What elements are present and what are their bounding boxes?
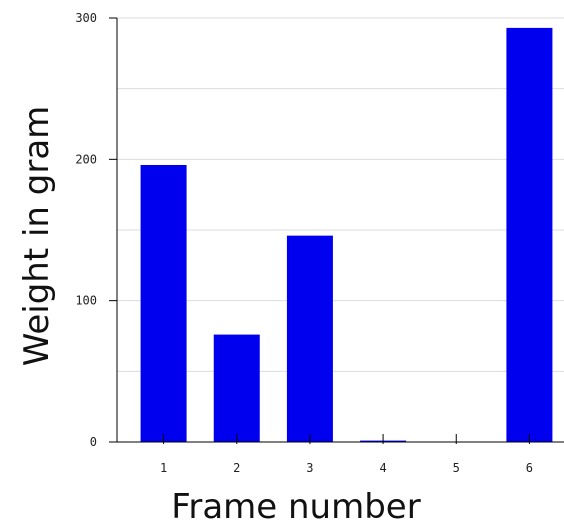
x-tick-label: 1 (160, 461, 167, 475)
axes (116, 18, 564, 443)
x-axis-title: Frame number (171, 487, 420, 526)
bars (140, 27, 553, 442)
y-axis-title: Weight in gram (17, 106, 57, 367)
y-tick-label: 300 (75, 11, 97, 25)
bar-2 (213, 334, 260, 442)
x-tick-label: 2 (233, 461, 240, 475)
x-tick-label: 3 (306, 461, 313, 475)
bar-3 (286, 235, 333, 442)
x-tick-label: 4 (379, 461, 386, 475)
y-tick-label: 200 (75, 152, 97, 166)
y-tick-label: 0 (90, 435, 97, 449)
grid-lines (117, 17, 564, 372)
bar-1 (140, 164, 187, 442)
x-ticks: 1 2 3 4 5 6 (160, 434, 533, 475)
y-ticks: 0 100 200 300 (75, 11, 117, 449)
bar-6 (506, 27, 553, 442)
x-tick-label: 6 (526, 461, 533, 475)
y-tick-label: 100 (75, 294, 97, 308)
x-tick-label: 5 (453, 461, 460, 475)
